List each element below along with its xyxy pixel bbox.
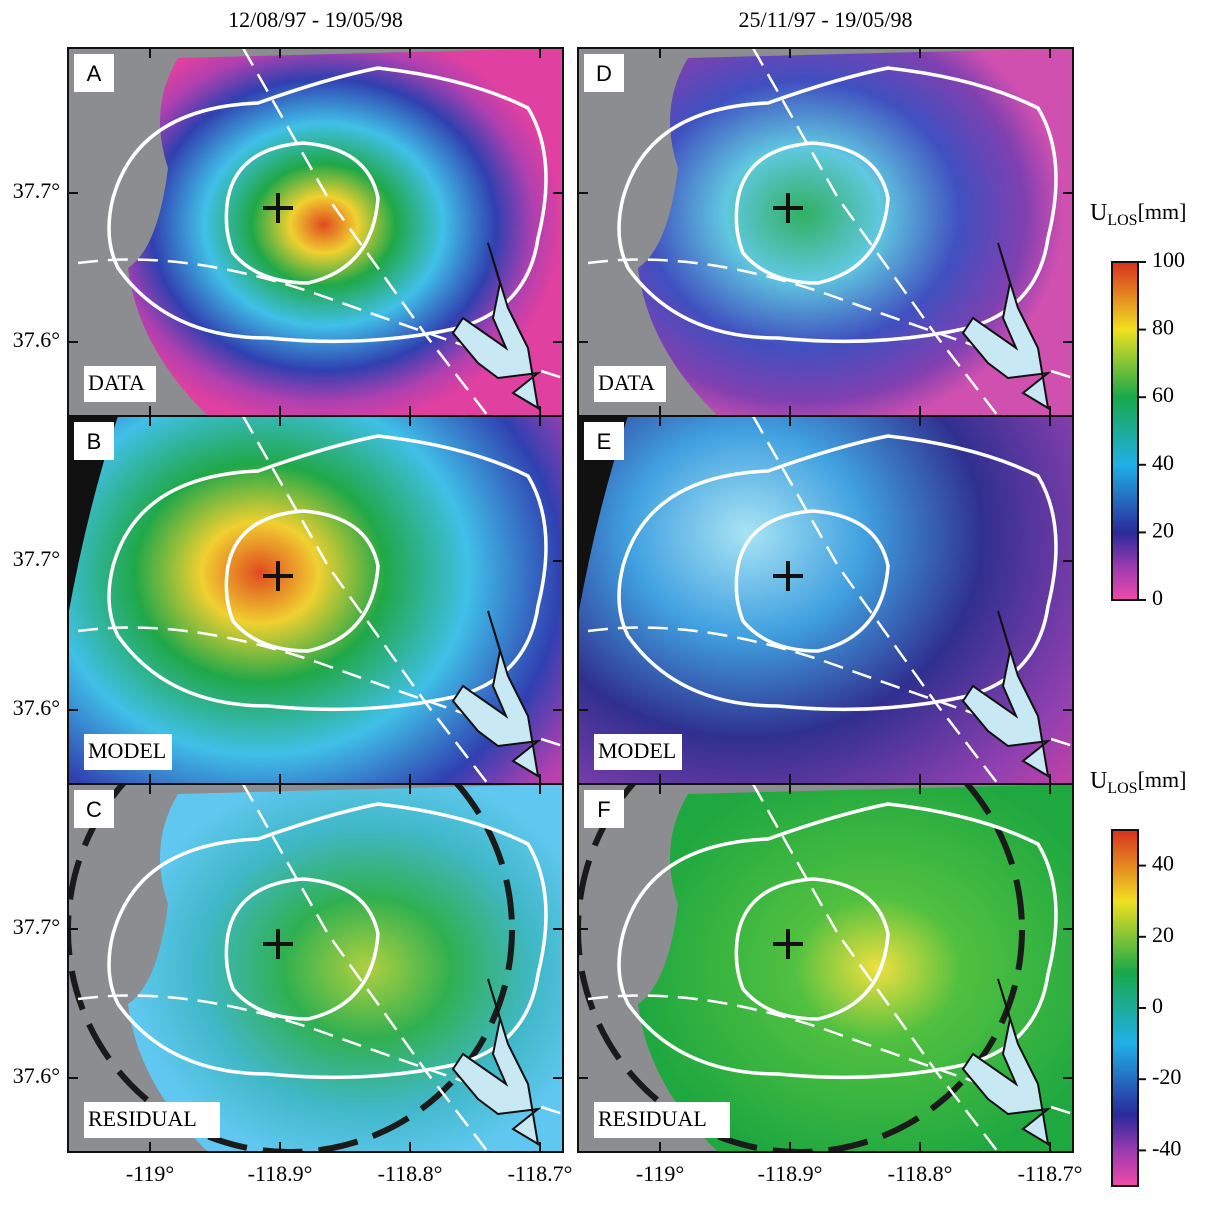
- panel-label: MODEL: [598, 738, 676, 763]
- colorbar: [1112, 830, 1138, 1186]
- column-title: 25/11/97 - 19/05/98: [739, 7, 913, 32]
- title-sub: LOS: [1107, 780, 1137, 797]
- lat-label: 37.6°: [13, 327, 60, 352]
- colorbar-tick-label: 40: [1152, 851, 1174, 876]
- panel-label: DATA: [88, 370, 145, 395]
- map-panel: A DATA: [68, 48, 563, 416]
- lon-label: -119°: [126, 1161, 174, 1186]
- colorbar-tick-label: 0: [1152, 585, 1163, 610]
- title-unit: [mm]: [1138, 199, 1187, 224]
- lon-label: -118.9°: [758, 1161, 823, 1186]
- colorbar-tick-label: 100: [1152, 247, 1185, 272]
- lon-label: -118.8°: [888, 1161, 953, 1186]
- lat-label: 37.6°: [13, 695, 60, 720]
- lat-label: 37.7°: [13, 546, 60, 571]
- colorbar-tick-label: 40: [1152, 450, 1174, 475]
- title-sub: LOS: [1107, 212, 1137, 229]
- colorbar-tick-label: -20: [1152, 1064, 1181, 1089]
- lat-label: 37.7°: [13, 178, 60, 203]
- lon-label: -119°: [636, 1161, 684, 1186]
- lon-label: -118.9°: [248, 1161, 313, 1186]
- panel-letter: D: [596, 61, 612, 86]
- colorbar-tick-label: 0: [1152, 993, 1163, 1018]
- colorbar-tick-label: 20: [1152, 922, 1174, 947]
- figure: 12/08/97 - 19/05/98 25/11/97 - 19/05/98 A D…: [0, 0, 1220, 1201]
- lon-label: -118.7°: [1018, 1161, 1083, 1186]
- lon-label: -118.7°: [508, 1161, 573, 1186]
- colorbar: [1112, 262, 1138, 600]
- map-panel: D DATA: [578, 48, 1073, 416]
- title-main: U: [1090, 768, 1107, 794]
- panel-letter: A: [87, 61, 102, 86]
- panel-label: RESIDUAL: [88, 1106, 197, 1131]
- panel-label: DATA: [598, 370, 655, 395]
- panel-letter: E: [597, 429, 612, 454]
- panel-label: MODEL: [88, 738, 166, 763]
- panel-letter: B: [87, 429, 102, 454]
- lat-label: 37.7°: [13, 914, 60, 939]
- colorbar-title: ULOS[mm]: [1090, 767, 1186, 797]
- colorbar-title: ULOS[mm]: [1090, 199, 1186, 229]
- title-unit: [mm]: [1138, 767, 1187, 792]
- panel-letter: F: [597, 797, 610, 822]
- colorbar-tick-label: 20: [1152, 517, 1174, 542]
- map-content: [68, 48, 563, 416]
- map-content: [578, 48, 1073, 416]
- panel-letter: C: [86, 797, 102, 822]
- colorbar-tick-label: 80: [1152, 315, 1174, 340]
- column-title: 12/08/97 - 19/05/98: [228, 7, 403, 32]
- lat-label: 37.6°: [13, 1063, 60, 1088]
- title-main: U: [1090, 200, 1107, 226]
- lon-label: -118.8°: [378, 1161, 443, 1186]
- colorbar-tick-label: -40: [1152, 1135, 1181, 1160]
- panel-label: RESIDUAL: [598, 1106, 707, 1131]
- colorbar-tick-label: 60: [1152, 382, 1174, 407]
